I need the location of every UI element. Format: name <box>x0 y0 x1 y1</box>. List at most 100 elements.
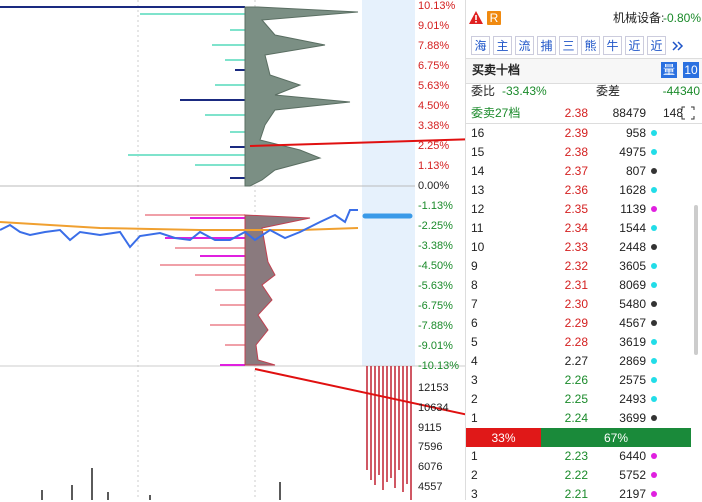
price: 2.34 <box>564 221 588 235</box>
level: 1 <box>471 449 478 463</box>
volume-button[interactable]: 量 <box>661 62 677 78</box>
volume: 5752 <box>619 468 646 482</box>
volume: 8069 <box>619 278 646 292</box>
sell-total-price: 2.38 <box>564 106 588 120</box>
level: 9 <box>471 259 478 273</box>
price-line <box>0 209 358 249</box>
buy-profile <box>244 214 311 366</box>
volume: 2493 <box>619 392 646 406</box>
order-dot <box>651 339 657 345</box>
panel-title: 买卖十档 <box>472 63 521 77</box>
order-dot <box>651 187 657 193</box>
price: 2.26 <box>564 373 588 387</box>
price: 2.32 <box>564 259 588 273</box>
badge: R <box>489 11 499 25</box>
level: 14 <box>471 164 485 178</box>
order-dot <box>651 301 657 307</box>
level: 7 <box>471 297 478 311</box>
order-dot <box>651 320 657 326</box>
price: 2.31 <box>564 278 588 292</box>
expand-icon[interactable] <box>681 106 695 120</box>
price-axis-label: -9.01% <box>418 340 453 352</box>
level: 13 <box>471 183 485 197</box>
price: 2.37 <box>564 164 588 178</box>
sell-profile <box>244 6 359 187</box>
order-book-panel: R 机械设备: -0.80% 海主流捕三熊牛近近 买卖十档 量 10 委比 -3… <box>465 0 702 501</box>
trade-volume <box>41 468 281 500</box>
buy-share-bar <box>541 428 691 447</box>
order-dot <box>651 453 657 459</box>
price-axis-label: 1.13% <box>418 160 450 172</box>
level: 1 <box>471 411 478 425</box>
volume: 3699 <box>619 411 646 425</box>
arrows <box>249 138 465 416</box>
tab[interactable]: 牛 <box>603 36 622 55</box>
diff-label: 委差 <box>596 84 621 98</box>
tab[interactable]: 海 <box>471 36 490 55</box>
price-axis-label: 9.01% <box>418 20 450 32</box>
volume: 4567 <box>619 316 646 330</box>
price-axis-label: -10.13% <box>418 360 459 372</box>
tab[interactable]: 近 <box>625 36 644 55</box>
volume-axis-label: 4557 <box>418 481 443 493</box>
volume-axis-label: 10634 <box>418 401 449 414</box>
price: 2.36 <box>564 183 588 197</box>
buy-share: 67% <box>603 431 629 445</box>
volume: 2575 <box>619 373 646 387</box>
volume: 6440 <box>619 449 646 463</box>
level: 2 <box>471 468 478 482</box>
price-axis-label: 4.50% <box>418 100 450 112</box>
price-axis-label: -2.25% <box>418 220 453 232</box>
ratio: -33.43% <box>502 84 547 98</box>
average-line <box>0 221 359 231</box>
price: 2.21 <box>564 487 588 501</box>
level: 6 <box>471 316 478 330</box>
tab[interactable]: 熊 <box>581 36 600 55</box>
volume: 958 <box>625 126 646 140</box>
price-axis-label: -4.50% <box>418 260 453 272</box>
price: 2.28 <box>564 335 588 349</box>
order-dot <box>651 225 657 231</box>
status-icons <box>469 11 501 25</box>
price-axis-label: 6.75% <box>418 60 450 72</box>
sell-total-count: 148 <box>662 106 683 120</box>
level: 2 <box>471 392 478 406</box>
price-axis-label: 5.63% <box>418 80 450 92</box>
volume: 1628 <box>619 183 646 197</box>
level: 3 <box>471 487 478 501</box>
price-axis-label: 2.25% <box>418 140 450 152</box>
order-dot <box>651 282 657 288</box>
level: 16 <box>471 126 485 140</box>
order-dot <box>651 263 657 269</box>
order-dot <box>651 377 657 383</box>
level: 10 <box>471 240 485 254</box>
volume: 4975 <box>619 145 646 159</box>
order-dot <box>651 168 657 174</box>
price: 2.25 <box>564 392 588 406</box>
volume-axis-label: 6076 <box>418 461 443 474</box>
level-button[interactable]: 10 <box>683 62 699 78</box>
tab[interactable]: 主 <box>493 36 512 55</box>
order-dot <box>651 206 657 212</box>
price: 2.23 <box>564 449 588 463</box>
tab[interactable]: 近 <box>647 36 666 55</box>
tab[interactable]: 流 <box>515 36 534 55</box>
volume: 1544 <box>619 221 646 235</box>
level: 12 <box>471 202 485 216</box>
price-axis-label: -6.75% <box>418 300 453 312</box>
ratio-label: 委比 <box>471 84 496 98</box>
volume: 3605 <box>619 259 646 273</box>
more-tabs[interactable] <box>669 37 687 55</box>
price-axis-label: -7.88% <box>418 320 453 332</box>
level: 8 <box>471 278 478 292</box>
price: 2.24 <box>564 411 588 425</box>
scrollbar[interactable] <box>694 205 698 355</box>
tab[interactable]: 捕 <box>537 36 556 55</box>
price: 2.38 <box>564 145 588 159</box>
tab[interactable]: 三 <box>559 36 578 55</box>
price-axis-label: -3.38% <box>418 240 453 252</box>
price: 2.27 <box>564 354 588 368</box>
volume: 5480 <box>619 297 646 311</box>
sell-share-bar <box>466 428 541 447</box>
